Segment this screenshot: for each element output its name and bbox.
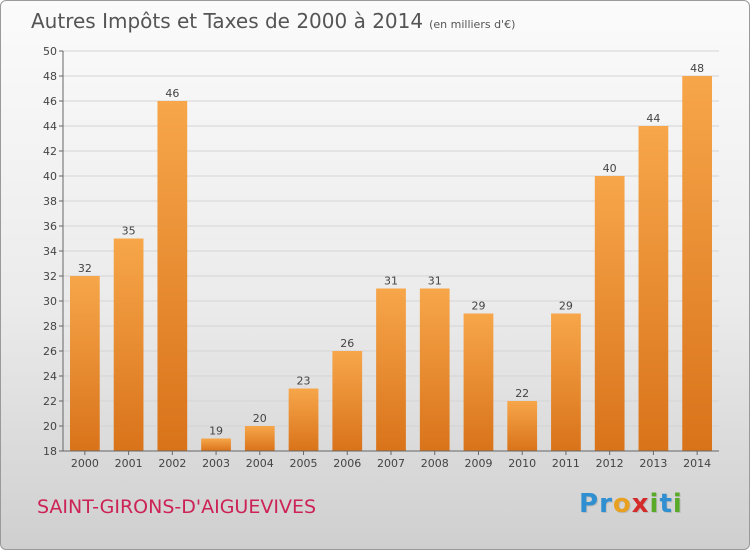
x-tick-label: 2003	[202, 457, 230, 470]
y-tick-label: 44	[43, 120, 57, 133]
x-tick-label: 2014	[683, 457, 711, 470]
bar-value-label: 40	[603, 162, 617, 175]
bar	[551, 313, 581, 451]
y-tick-label: 42	[43, 145, 57, 158]
x-tick-label: 2005	[290, 457, 318, 470]
logo-letter: i	[672, 489, 683, 519]
axes: 18 20 22 24 26 28 30 32 34 36 38 40 42 44 46 48 50 2000 20…	[43, 45, 719, 470]
bar	[419, 288, 450, 451]
y-tick-label: 22	[43, 395, 57, 408]
x-tick-label: 2008	[421, 457, 449, 470]
bar-value-label: 31	[428, 275, 442, 288]
x-tick-label: 2011	[552, 457, 580, 470]
bar	[157, 101, 188, 451]
bar	[201, 438, 231, 451]
bar	[244, 426, 275, 451]
chart-title: Autres Impôts et Taxes de 2000 à 2014 (en…	[31, 9, 515, 33]
bar	[463, 313, 494, 451]
x-tick-label: 2010	[508, 457, 536, 470]
bar	[682, 76, 713, 451]
x-tick-label: 2009	[464, 457, 492, 470]
bar-value-label: 23	[297, 375, 311, 388]
bar-value-label: 26	[340, 337, 354, 350]
x-tick-label: 2006	[333, 457, 361, 470]
bar-value-label: 19	[209, 425, 223, 438]
y-tick-label: 24	[43, 370, 57, 383]
bar-value-label: 31	[384, 275, 398, 288]
location-name: SAINT-GIRONS-D'AIGUEVIVES	[37, 496, 317, 518]
bar	[113, 238, 144, 451]
y-tick-label: 36	[43, 220, 57, 233]
bar	[288, 388, 319, 451]
y-tick-label: 48	[43, 70, 57, 83]
bars: 32 35 46 19 20 23 26 31 31 29 22 29 40 44 48	[69, 62, 713, 451]
x-tick-label: 2013	[639, 457, 667, 470]
bar	[638, 126, 669, 451]
proxiti-logo[interactable]: Proxiti	[579, 489, 683, 519]
bar-value-label: 48	[690, 62, 704, 75]
bar	[376, 288, 406, 451]
bar-value-label: 35	[122, 225, 136, 238]
bar-value-label: 32	[78, 262, 92, 275]
bar-value-label: 44	[646, 112, 660, 125]
x-tick-label: 2004	[246, 457, 274, 470]
x-tick-label: 2007	[377, 457, 405, 470]
y-tick-label: 20	[43, 420, 57, 433]
y-tick-label: 34	[43, 245, 57, 258]
logo-letter: o	[612, 489, 632, 519]
chart-subtitle: (en milliers d'€)	[429, 18, 516, 31]
bar-value-label: 22	[515, 387, 529, 400]
logo-letter: x	[631, 489, 650, 519]
x-tick-label: 2012	[596, 457, 624, 470]
x-tick-label: 2001	[115, 457, 143, 470]
y-tick-label: 18	[43, 445, 57, 458]
bar	[69, 276, 100, 451]
x-tick-label: 2002	[158, 457, 186, 470]
logo-letter: r	[599, 489, 613, 519]
logo-letter: P	[579, 489, 600, 519]
bar-value-label: 46	[165, 87, 179, 100]
y-tick-label: 46	[43, 95, 57, 108]
logo-letter: t	[659, 489, 673, 519]
y-tick-label: 28	[43, 320, 57, 333]
y-tick-label: 26	[43, 345, 57, 358]
logo-letter: i	[649, 489, 660, 519]
x-tick-label: 2000	[71, 457, 99, 470]
y-tick-label: 40	[43, 170, 57, 183]
bar	[332, 351, 363, 451]
bar	[594, 176, 625, 451]
bar	[507, 401, 538, 451]
bar-value-label: 29	[471, 300, 485, 313]
chart-title-text: Autres Impôts et Taxes de 2000 à 2014	[31, 9, 424, 33]
y-tick-label: 30	[43, 295, 57, 308]
bar-value-label: 29	[559, 300, 573, 313]
y-tick-label: 32	[43, 270, 57, 283]
y-tick-label: 38	[43, 195, 57, 208]
bar-value-label: 20	[253, 412, 267, 425]
y-tick-label: 50	[43, 45, 57, 58]
